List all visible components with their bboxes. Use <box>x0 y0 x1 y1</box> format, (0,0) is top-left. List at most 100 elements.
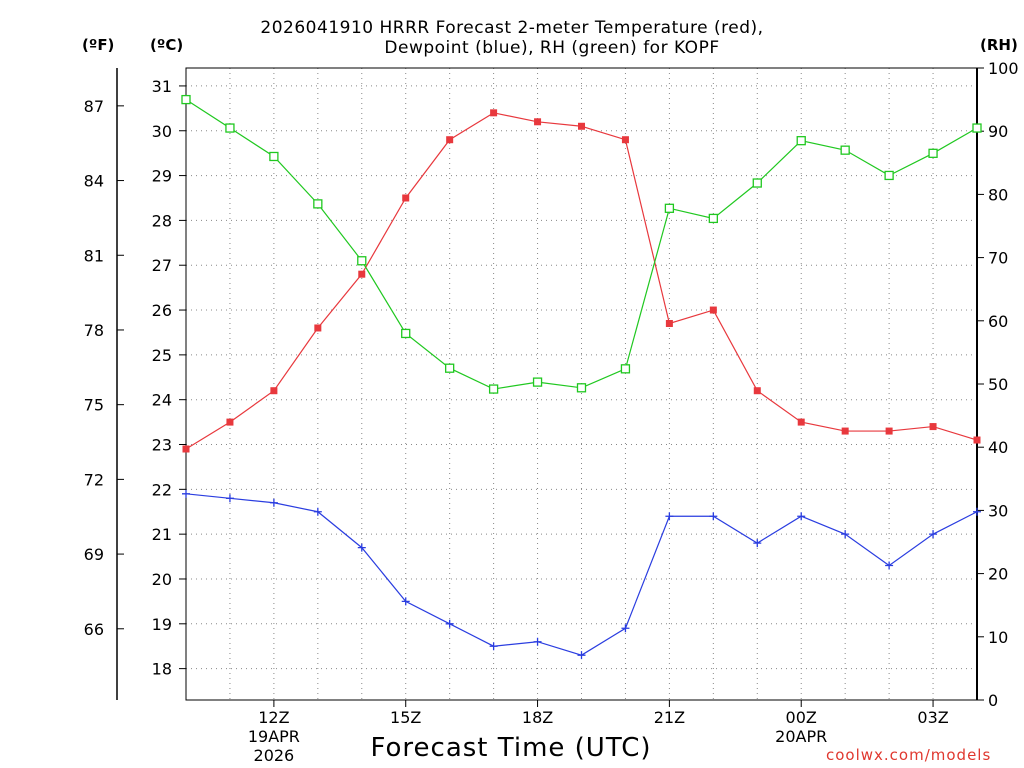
temperature-point <box>446 136 454 144</box>
temperature-point <box>578 122 585 130</box>
rh-point <box>796 136 806 146</box>
celsius-tick-label: 30 <box>152 122 172 141</box>
dewpoint-point <box>357 543 366 552</box>
celsius-tick-label: 21 <box>152 525 172 544</box>
rh-tick-label: 70 <box>988 249 1008 268</box>
celsius-tick-label: 28 <box>152 211 172 230</box>
celsius-tick-label: 18 <box>152 660 172 679</box>
dewpoint-point <box>313 507 322 516</box>
temperature-point <box>709 306 717 314</box>
dewpoint-point <box>885 561 894 570</box>
dewpoint-point <box>401 597 410 606</box>
temperature-point <box>797 418 805 426</box>
temperature-point <box>182 445 190 453</box>
celsius-unit-label: (ºC) <box>150 36 184 54</box>
x-axis-title: Forecast Time (UTC) <box>0 733 1024 763</box>
celsius-tick-label: 29 <box>152 167 172 186</box>
temperature-point <box>358 270 366 278</box>
dewpoint-point <box>445 619 454 628</box>
x-tick-label: 21Z <box>654 708 685 727</box>
temperature-point <box>270 387 278 395</box>
temperature-point <box>226 418 234 426</box>
celsius-tick-label: 19 <box>152 615 172 634</box>
temperature-point <box>885 427 893 435</box>
temperature-point <box>929 423 937 431</box>
celsius-tick-label: 27 <box>152 256 172 275</box>
rh-point <box>664 203 675 213</box>
celsius-tick-label: 25 <box>152 346 172 365</box>
rh-series <box>181 94 982 394</box>
rh-point <box>532 377 543 387</box>
fahrenheit-tick-label: 72 <box>84 470 104 489</box>
x-tick-label: 03Z <box>917 708 948 727</box>
dewpoint-point <box>797 512 806 521</box>
rh-tick-label: 0 <box>988 691 998 710</box>
x-tick-year-label: 2026 <box>254 746 295 765</box>
temperature-point <box>490 109 498 117</box>
dewpoint-point <box>753 539 762 548</box>
temperature-point <box>841 427 849 435</box>
rh-point <box>401 328 411 339</box>
dewpoint-point <box>269 498 278 507</box>
dewpoint-point <box>489 642 498 651</box>
celsius-tick-label: 31 <box>152 77 172 96</box>
temperature-point <box>621 136 629 144</box>
temperature-series <box>182 109 981 453</box>
dewpoint-point <box>621 624 630 633</box>
dewpoint-point <box>973 507 981 516</box>
dewpoint-series <box>182 489 981 660</box>
rh-point <box>313 199 323 209</box>
x-tick-label: 15Z <box>390 708 421 727</box>
fahrenheit-tick-label: 75 <box>84 396 104 415</box>
rh-tick-label: 20 <box>988 565 1008 584</box>
fahrenheit-tick-label: 81 <box>84 246 104 265</box>
temperature-point <box>973 436 981 444</box>
rh-tick-label: 50 <box>988 375 1008 394</box>
temperature-point <box>314 324 322 332</box>
fahrenheit-tick-label: 69 <box>84 545 104 564</box>
dewpoint-point <box>841 530 850 539</box>
rh-point <box>708 213 718 224</box>
chart-title-line-2: Dewpoint (blue), RH (green) for KOPF <box>384 38 720 58</box>
rh-point <box>884 170 894 181</box>
x-tick-label: 18Z <box>522 708 553 727</box>
rh-point <box>972 123 982 133</box>
celsius-tick-label: 26 <box>152 301 172 320</box>
source-credit: coolwx.com/models <box>826 746 992 764</box>
dewpoint-point <box>533 637 542 646</box>
temperature-point <box>534 118 542 126</box>
rh-point <box>840 145 850 155</box>
x-tick-date-label: 19APR <box>248 727 300 746</box>
rh-point <box>357 256 367 266</box>
celsius-tick-label: 22 <box>152 480 172 499</box>
dewpoint-point <box>182 489 190 498</box>
temperature-point <box>665 319 673 327</box>
celsius-tick-label: 20 <box>152 570 172 589</box>
rh-unit-label: (RH) <box>980 36 1018 54</box>
x-tick-date-label: 20APR <box>775 727 827 746</box>
dewpoint-point <box>577 651 586 660</box>
chart-title-line-1: 2026041910 HRRR Forecast 2-meter Tempera… <box>260 18 764 38</box>
rh-tick-label: 60 <box>988 312 1008 331</box>
rh-tick-label: 90 <box>988 122 1008 141</box>
rh-point <box>576 383 587 393</box>
series-layer <box>181 94 982 660</box>
rh-tick-label: 10 <box>988 628 1008 647</box>
rh-point <box>445 363 455 373</box>
rh-tick-label: 30 <box>988 501 1008 520</box>
x-tick-label: 00Z <box>786 708 817 727</box>
dewpoint-point <box>929 530 938 539</box>
rh-point <box>181 94 191 105</box>
rh-point <box>488 384 499 394</box>
fahrenheit-tick-label: 84 <box>84 172 104 191</box>
rh-tick-label: 80 <box>988 185 1008 204</box>
fahrenheit-tick-label: 66 <box>84 620 104 639</box>
x-tick-label: 12Z <box>258 708 289 727</box>
temperature-point <box>753 387 761 395</box>
rh-tick-label: 40 <box>988 438 1008 457</box>
grid-layer <box>185 68 978 700</box>
fahrenheit-tick-label: 87 <box>84 97 104 116</box>
fahrenheit-tick-label: 78 <box>84 321 104 340</box>
temperature-point <box>402 194 410 202</box>
